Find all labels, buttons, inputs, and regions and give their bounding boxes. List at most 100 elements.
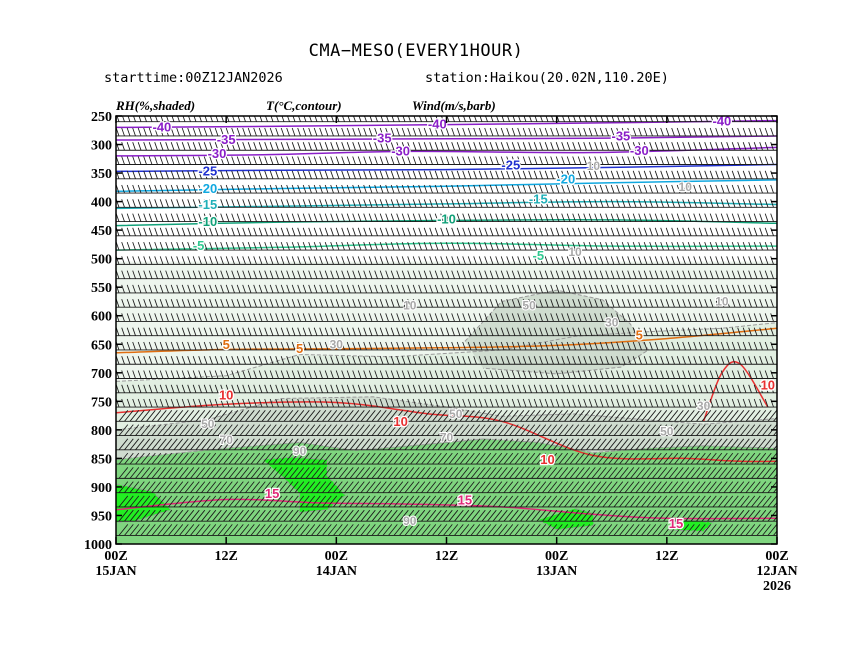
temp-contour-label: -5 bbox=[533, 248, 545, 263]
x-tick-label-year: 2026 bbox=[763, 579, 791, 594]
barb-flags-row bbox=[118, 424, 777, 436]
rh-contour-90 bbox=[262, 456, 347, 514]
chart-title: CMA−MESO(EVERY1HOUR) bbox=[309, 41, 524, 61]
temp-contour-label: -40 bbox=[153, 119, 172, 134]
temp-contour-label: -30 bbox=[208, 146, 227, 161]
y-tick-label: 300 bbox=[91, 139, 112, 154]
barb-flags-row bbox=[116, 241, 774, 251]
rh-contour-label: 70 bbox=[220, 433, 234, 447]
start-time-label: starttime:00Z12JAN2026 bbox=[104, 70, 283, 86]
rh-contour-label: 10 bbox=[679, 180, 693, 194]
temp-contour-label: 5 bbox=[296, 341, 303, 356]
x-tick-label-time: 00Z bbox=[545, 549, 568, 564]
temp-contour-label: -20 bbox=[198, 181, 217, 196]
y-tick-label: 850 bbox=[91, 452, 112, 467]
rh-contour-label: 90 bbox=[403, 514, 417, 528]
y-axis: 2503003504004505005506006507007508008509… bbox=[84, 110, 777, 553]
legend-wind: Wind(m/s,barb) bbox=[412, 98, 496, 113]
temp-contour-label: -10 bbox=[437, 211, 456, 226]
rh-contour-label: 50 bbox=[201, 417, 215, 431]
rh-contour-label: 50 bbox=[660, 425, 674, 439]
temp-contour-label: -15 bbox=[529, 191, 548, 206]
temp-contour-10 bbox=[702, 361, 769, 422]
rh-contour-50 bbox=[464, 289, 650, 375]
barb-flags-row bbox=[116, 170, 774, 179]
y-tick-label: 600 bbox=[91, 310, 112, 325]
rh-region-90 bbox=[262, 457, 346, 513]
y-tick-label: 750 bbox=[91, 395, 112, 410]
legend-rh: RH(%,shaded) bbox=[115, 98, 195, 113]
y-tick-label: 400 bbox=[91, 196, 112, 211]
temp-contour-15 bbox=[116, 498, 777, 520]
temp-contour-label: -25 bbox=[501, 158, 520, 173]
y-tick-label: 950 bbox=[91, 509, 112, 524]
barb-flags-row bbox=[116, 299, 774, 308]
station-label: station:Haikou(20.02N,110.20E) bbox=[425, 70, 669, 86]
temp-contour--25 bbox=[116, 163, 777, 173]
barb-flags-row bbox=[116, 398, 774, 408]
wind-barbs bbox=[116, 116, 777, 536]
temp-contour-label: 15 bbox=[458, 493, 472, 508]
temp-contour--30 bbox=[116, 146, 777, 157]
y-tick-label: 350 bbox=[91, 167, 112, 182]
x-tick-label-time: 00Z bbox=[765, 549, 788, 564]
temp-contour-label: -40 bbox=[713, 114, 732, 129]
barb-flags-row bbox=[116, 270, 774, 279]
barb-flags-row bbox=[118, 452, 777, 465]
barb-flags-row bbox=[116, 184, 774, 194]
rh-contour-label: 10 bbox=[568, 245, 582, 259]
temp-contour-label: -25 bbox=[198, 163, 217, 178]
y-tick-label: 250 bbox=[91, 110, 112, 125]
temp-contour-label: -35 bbox=[217, 132, 236, 147]
rh-contour-label: 30 bbox=[697, 399, 711, 413]
barb-flags-row bbox=[118, 509, 777, 522]
rh-contour-30 bbox=[116, 322, 777, 544]
barb-flags-row bbox=[116, 256, 774, 265]
x-tick-label-date: 15JAN bbox=[95, 564, 136, 579]
y-tick-label: 500 bbox=[91, 253, 112, 268]
temp-contour-5 bbox=[116, 327, 777, 354]
barb-flags-row bbox=[116, 341, 774, 351]
barb-flags-row bbox=[116, 127, 774, 137]
barb-flags-row bbox=[116, 356, 774, 365]
temp-contour-label: -10 bbox=[198, 214, 217, 229]
rh-region-50 bbox=[464, 290, 649, 374]
rh-contour-label: 10 bbox=[587, 159, 601, 173]
y-tick-label: 450 bbox=[91, 224, 112, 239]
barb-flags-row bbox=[116, 327, 774, 336]
barb-flags-row bbox=[116, 199, 774, 208]
y-tick-label: 700 bbox=[91, 367, 112, 382]
y-tick-label: 550 bbox=[91, 281, 112, 296]
y-tick-label: 900 bbox=[91, 481, 112, 496]
barb-flags-row bbox=[118, 410, 777, 422]
temp-contour-label: -15 bbox=[198, 197, 217, 212]
rh-contour-label: 10 bbox=[403, 299, 417, 313]
temp-contour-label: -35 bbox=[373, 130, 392, 145]
rh-contour-label: 30 bbox=[605, 316, 619, 330]
barb-flags-row bbox=[118, 481, 777, 493]
barb-flags-row bbox=[116, 213, 774, 222]
barb-flags-row bbox=[116, 370, 774, 379]
barb-flags-row bbox=[116, 384, 774, 393]
temp-contour-label: 5 bbox=[223, 337, 230, 352]
rh-contour-90 bbox=[116, 483, 173, 523]
x-tick-label-time: 12Z bbox=[435, 549, 458, 564]
barb-flags-row bbox=[118, 467, 777, 479]
temp-contour-label: -20 bbox=[556, 171, 575, 186]
rh-contour-90 bbox=[538, 508, 594, 531]
barb-flags-row bbox=[118, 495, 777, 508]
legend-temperature: T(°C,contour) bbox=[266, 98, 342, 113]
y-tick-label: 650 bbox=[91, 338, 112, 353]
barb-flags-row bbox=[118, 438, 777, 451]
temp-contour-label: 15 bbox=[265, 486, 279, 501]
temp-contour-label: -35 bbox=[612, 129, 631, 144]
temp-contour-label: 15 bbox=[669, 516, 683, 531]
barb-flags-row bbox=[116, 284, 774, 294]
x-tick-label-time: 00Z bbox=[104, 549, 127, 564]
rh-contour-label: 90 bbox=[293, 444, 307, 458]
rh-contour-label: 50 bbox=[449, 407, 463, 421]
rh-contour-label: 70 bbox=[440, 430, 454, 444]
x-tick-label-time: 12Z bbox=[214, 549, 237, 564]
